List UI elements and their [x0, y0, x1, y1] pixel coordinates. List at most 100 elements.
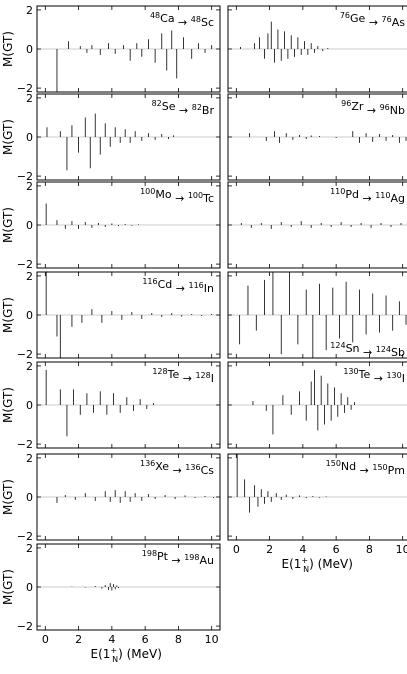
panel: 130Te → 130I	[227, 361, 407, 449]
label-mass-number: 116	[142, 277, 157, 286]
x-axis-label-tail: ) (MeV)	[118, 647, 162, 661]
label-mass-number: 128	[195, 371, 210, 380]
panel-label: 96Zr → 96Nb	[341, 99, 405, 117]
panel-label: 76Ge → 76As	[340, 11, 405, 29]
x-axis-label-sub: N	[112, 655, 118, 664]
label-mass-number: 150	[326, 459, 341, 468]
label-mass-number: 150	[372, 463, 387, 472]
label-element: Au	[200, 554, 215, 567]
label-element: Zr	[351, 100, 364, 113]
label-element: Pd	[345, 188, 359, 201]
label-element: Br	[202, 104, 215, 117]
label-element: Tc	[202, 192, 214, 205]
label-mass-number: 96	[341, 99, 351, 108]
label-element: Se	[162, 100, 176, 113]
panel: −202 82Se → 82Br	[17, 92, 221, 183]
panel: −202 48Ca → 48Sc	[17, 4, 221, 95]
label-mass-number: 116	[189, 281, 204, 290]
panel-label: 110Pd → 110Ag	[330, 187, 405, 205]
x-tick-label: 2	[75, 633, 82, 646]
label-element: In	[204, 282, 214, 295]
x-axis-label-main: E(1	[282, 557, 302, 571]
x-axis-label: E(1+ N) (MeV)	[282, 556, 353, 574]
label-element: →	[175, 16, 191, 29]
label-element: Sc	[201, 16, 214, 29]
y-tick-label: 2	[26, 4, 33, 17]
label-element: →	[356, 464, 372, 477]
y-axis-label: M(GT)	[1, 569, 15, 605]
y-tick-label: −2	[17, 530, 33, 543]
label-element: Pt	[157, 550, 169, 563]
y-tick-label: 0	[26, 399, 33, 412]
label-element: Sb	[391, 346, 405, 359]
y-axis-label: M(GT)	[1, 479, 15, 515]
label-mass-number: 76	[340, 11, 350, 20]
label-mass-number: 96	[380, 103, 390, 112]
panel-label: 48Ca → 48Sc	[150, 11, 214, 29]
label-element: Nb	[390, 104, 405, 117]
y-axis-label: M(GT)	[1, 119, 15, 155]
panel-label: 136Xe → 136Cs	[140, 459, 214, 477]
y-tick-label: 2	[26, 360, 33, 373]
y-tick-label: 2	[26, 180, 33, 193]
label-element: Cd	[158, 278, 173, 291]
axis-labels: M(GT) M(GT) M(GT) M(GT) M(GT) M(GT) M(GT…	[1, 31, 353, 664]
y-tick-label: 0	[26, 581, 33, 594]
label-mass-number: 48	[150, 11, 160, 20]
y-tick-label: 2	[26, 452, 33, 465]
x-tick-label: 10	[205, 633, 219, 646]
label-mass-number: 130	[386, 371, 401, 380]
label-element: As	[392, 16, 406, 29]
label-element: Te	[167, 368, 180, 381]
label-element: Te	[358, 368, 371, 381]
panel: 124Sn → 124Sb	[227, 271, 407, 359]
label-element: Nd	[341, 460, 356, 473]
x-tick-label: 8	[175, 633, 182, 646]
label-mass-number: 130	[343, 367, 358, 376]
panel-label: 82Se → 82Br	[152, 99, 215, 117]
label-element: Ge	[350, 12, 366, 25]
x-axis-label-sup: +	[301, 556, 308, 565]
x-tick-label: 4	[299, 543, 306, 556]
label-mass-number: 76	[382, 15, 392, 24]
panel: −202 100Mo → 100Tc	[17, 180, 221, 271]
label-mass-number: 82	[152, 99, 162, 108]
y-tick-label: −2	[17, 170, 33, 183]
label-mass-number: 100	[140, 187, 155, 196]
label-mass-number: 124	[330, 341, 345, 350]
label-element: I	[211, 372, 214, 385]
x-axis-label-sub: N	[303, 565, 309, 574]
label-element: Ag	[390, 192, 405, 205]
panel: 110Pd → 110Ag	[227, 181, 407, 269]
y-tick-label: 2	[26, 92, 33, 105]
label-mass-number: 136	[140, 459, 155, 468]
x-axis-label-sup: +	[110, 646, 117, 655]
y-axis-label: M(GT)	[1, 207, 15, 243]
panel-label: 198Pt → 198Au	[142, 549, 214, 567]
x-tick-label: 2	[266, 543, 273, 556]
label-mass-number: 100	[188, 191, 203, 200]
panel-label: 100Mo → 100Tc	[140, 187, 214, 205]
label-mass-number: 110	[330, 187, 345, 196]
label-element: →	[179, 372, 195, 385]
label-mass-number: 48	[191, 15, 201, 24]
label-mass-number: 110	[375, 191, 390, 200]
label-element: →	[169, 464, 185, 477]
label-element: →	[370, 372, 386, 385]
label-mass-number: 136	[185, 463, 200, 472]
panel: 96Zr → 96Nb	[227, 93, 407, 181]
label-mass-number: 198	[142, 549, 157, 558]
panel: −202 116Cd → 116In	[17, 270, 221, 361]
label-element: Xe	[155, 460, 169, 473]
label-element: Cs	[201, 464, 215, 477]
panel-label: 150Nd → 150Pm	[326, 459, 405, 477]
x-axis-label-main: E(1	[91, 647, 111, 661]
y-tick-label: −2	[17, 82, 33, 95]
x-axis-label-tail: ) (MeV)	[309, 557, 353, 571]
label-mass-number: 128	[152, 367, 167, 376]
label-element: →	[172, 282, 188, 295]
x-tick-label: 10	[396, 543, 407, 556]
y-tick-label: 0	[26, 491, 33, 504]
y-tick-label: −2	[17, 258, 33, 271]
